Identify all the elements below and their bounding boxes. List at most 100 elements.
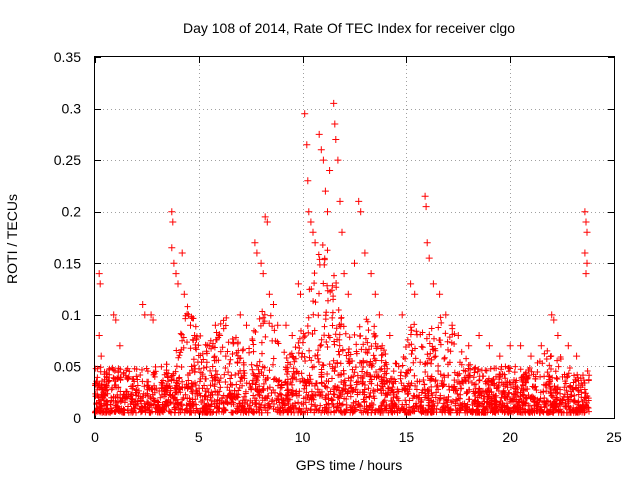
data-point (187, 321, 194, 329)
data-point (304, 177, 312, 185)
data-point (344, 290, 352, 298)
y-tick-label: 0.35 (54, 49, 81, 65)
x-axis-title: GPS time / hours (296, 457, 403, 473)
data-point (259, 270, 267, 278)
data-point (475, 332, 483, 339)
data-point (537, 342, 545, 350)
data-point (550, 316, 558, 324)
data-point (517, 342, 525, 350)
data-point (180, 290, 188, 298)
data-point (110, 311, 118, 319)
data-point (582, 218, 590, 226)
data-point (309, 228, 317, 236)
data-point (421, 192, 429, 200)
data-point (191, 332, 199, 339)
data-point (315, 130, 323, 138)
grid-lines (95, 57, 614, 418)
data-point (548, 311, 556, 319)
data-point (465, 342, 473, 350)
data-point (96, 280, 104, 288)
data-point (139, 301, 147, 308)
data-point (581, 208, 589, 216)
data-point (554, 332, 562, 339)
data-point (311, 239, 319, 247)
data-point (257, 259, 265, 267)
data-point (282, 321, 290, 329)
data-point (236, 311, 244, 319)
data-point (170, 259, 178, 267)
data-point (527, 352, 535, 360)
y-tick-label: 0.25 (54, 152, 81, 168)
data-point (205, 342, 213, 350)
data-point (251, 239, 259, 247)
data-point (211, 321, 219, 329)
data-point (270, 301, 277, 308)
y-tick-labels: 0 0.05 0.1 0.15 0.2 0.25 0.3 0.35 (54, 49, 81, 426)
data-point (288, 332, 296, 339)
data-point (436, 290, 444, 298)
data-point (319, 156, 327, 164)
y-tick-label: 0.1 (62, 307, 82, 323)
data-point (583, 228, 591, 236)
y-axis-title: ROTI / TECUs (4, 194, 20, 284)
data-point (169, 218, 177, 226)
data-point (168, 208, 176, 216)
data-point (297, 290, 304, 298)
data-point (442, 311, 450, 319)
data-point (485, 342, 493, 350)
y-tick-label: 0.05 (54, 358, 81, 374)
data-point (263, 218, 271, 226)
data-point (340, 270, 348, 278)
data-point (116, 342, 124, 350)
x-tick-label: 0 (91, 429, 99, 445)
y-tick-label: 0.15 (54, 255, 81, 271)
data-point (371, 290, 379, 298)
plot-frame (94, 56, 615, 419)
data-point (95, 332, 103, 339)
data-point (423, 239, 431, 247)
data-point (184, 311, 192, 319)
data-point (95, 270, 103, 278)
chart-title: Day 108 of 2014, Rate Of TEC Index for r… (183, 20, 515, 36)
data-point (253, 249, 261, 257)
data-point (398, 311, 406, 319)
x-tick-label: 20 (502, 429, 518, 445)
data-point (357, 208, 365, 216)
x-tick-label: 10 (295, 429, 311, 445)
data-point (178, 249, 186, 257)
data-point (222, 352, 230, 360)
data-point (386, 332, 394, 339)
data-point (506, 342, 514, 350)
x-tick-labels: 0 5 10 15 20 25 (91, 429, 622, 445)
data-point (324, 208, 331, 216)
x-tick-label: 25 (606, 429, 622, 445)
x-tick-label: 15 (399, 429, 415, 445)
data-point (425, 254, 433, 262)
data-point (305, 208, 313, 216)
data-point (429, 280, 437, 288)
data-point (307, 218, 315, 226)
data-point (317, 146, 325, 154)
data-point (583, 259, 591, 267)
data-point (303, 141, 311, 149)
y-tick-label: 0.3 (62, 101, 82, 117)
data-point (375, 311, 383, 319)
data-point (496, 352, 504, 360)
data-point (331, 120, 339, 128)
data-point (573, 352, 581, 360)
data-points (92, 99, 593, 416)
data-point (407, 280, 415, 288)
data-point (265, 290, 273, 298)
data-point (261, 213, 269, 221)
data-point (301, 110, 309, 118)
roti-background-points (92, 242, 593, 416)
data-point (168, 244, 176, 252)
data-point (326, 167, 334, 174)
data-point (422, 203, 430, 211)
data-point (351, 259, 358, 267)
data-point (174, 280, 182, 288)
data-point (321, 187, 329, 195)
data-point (141, 311, 149, 319)
data-point (334, 156, 342, 164)
